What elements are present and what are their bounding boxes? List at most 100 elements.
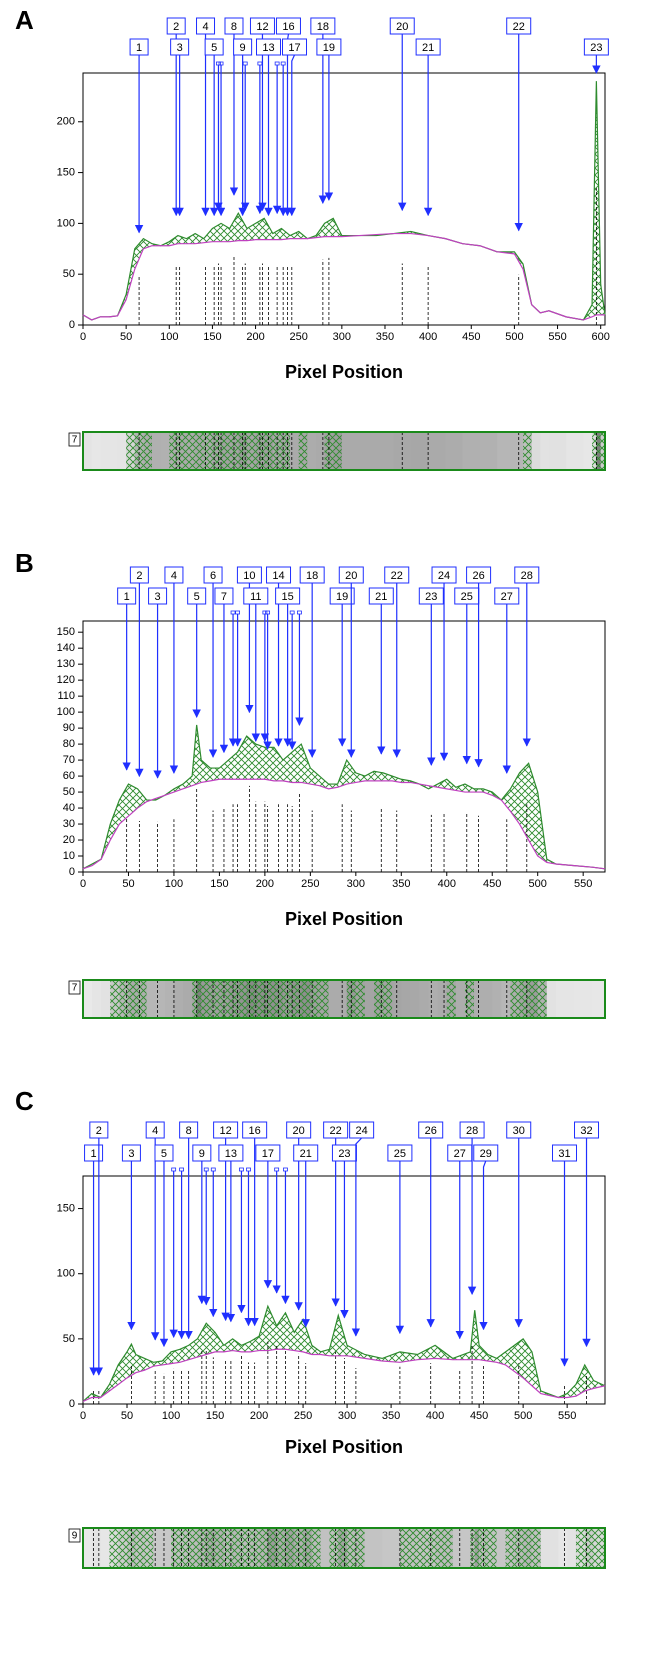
peak-label: 1 xyxy=(91,1148,97,1160)
peak-tick xyxy=(274,61,280,66)
peak-tick xyxy=(218,61,224,66)
lane-band xyxy=(83,980,93,1018)
peak-label: 25 xyxy=(394,1148,406,1160)
lane-hatch xyxy=(531,1528,541,1568)
lane-hatch xyxy=(119,980,129,1018)
lane-band xyxy=(419,980,430,1018)
lane-hatch xyxy=(128,980,138,1018)
peak-label: 30 xyxy=(513,1125,525,1137)
lane-band xyxy=(83,432,93,470)
lane-hatch xyxy=(487,1528,497,1568)
lane-hatch xyxy=(303,1528,312,1568)
lane-hatch xyxy=(169,432,178,470)
peak-label: 4 xyxy=(202,21,208,33)
lane-hatch xyxy=(246,980,256,1018)
panel-label: A xyxy=(15,5,34,35)
lane-id: 7 xyxy=(72,983,78,994)
peak-label: 15 xyxy=(281,591,293,603)
x-tick-label: 150 xyxy=(210,878,228,890)
lane-hatch xyxy=(592,432,597,470)
y-tick-label: 140 xyxy=(57,642,75,654)
lane-band xyxy=(364,980,375,1018)
x-tick-label: 200 xyxy=(246,331,264,343)
lane-hatch xyxy=(596,432,601,470)
lane-hatch xyxy=(523,432,532,470)
peak-label: 16 xyxy=(282,21,294,33)
lane-hatch xyxy=(281,432,291,470)
lane-band xyxy=(540,432,550,470)
x-tick-label: 250 xyxy=(294,1410,312,1422)
y-tick-label: 10 xyxy=(63,850,75,862)
y-tick-label: 90 xyxy=(63,722,75,734)
x-tick-label: 550 xyxy=(574,878,592,890)
x-tick-label: 100 xyxy=(160,331,178,343)
peak-label: 2 xyxy=(173,21,179,33)
x-tick-label: 400 xyxy=(438,878,456,890)
lane-hatch xyxy=(505,1528,515,1568)
lane-band xyxy=(376,432,395,470)
peak-tick xyxy=(265,610,271,615)
y-tick-label: 40 xyxy=(63,802,75,814)
peak-label: 23 xyxy=(338,1148,350,1160)
lane-hatch xyxy=(446,980,456,1018)
peak-label: 26 xyxy=(472,570,484,582)
lane-hatch xyxy=(319,980,329,1018)
peak-tick xyxy=(297,610,302,615)
lane-band xyxy=(320,1528,330,1568)
lane-band xyxy=(558,1528,568,1568)
y-tick-label: 150 xyxy=(57,1202,75,1214)
lane-frame xyxy=(82,1527,606,1569)
y-tick-label: 50 xyxy=(63,1333,75,1345)
panel-label: B xyxy=(15,548,34,578)
peak-label: 20 xyxy=(345,570,357,582)
peak-label: 19 xyxy=(323,42,335,54)
lane-hatch xyxy=(210,980,220,1018)
lane-band xyxy=(164,980,175,1018)
x-tick-label: 300 xyxy=(338,1410,356,1422)
lane-hatch xyxy=(196,980,202,1018)
peak-label: 3 xyxy=(128,1148,134,1160)
lane-hatch xyxy=(435,1528,453,1568)
peak-label: 8 xyxy=(231,21,237,33)
lane-hatch xyxy=(255,432,265,470)
peak-tick xyxy=(230,610,236,615)
lane-band xyxy=(100,1528,110,1568)
peak-label: 18 xyxy=(317,21,329,33)
x-tick-label: 150 xyxy=(203,331,221,343)
y-tick-label: 70 xyxy=(63,754,75,766)
x-tick-label: 0 xyxy=(80,331,86,343)
lane-band xyxy=(592,980,606,1018)
peak-label: 27 xyxy=(454,1148,466,1160)
peak-label: 2 xyxy=(136,570,142,582)
peak-label: 28 xyxy=(521,570,533,582)
x-tick-label: 550 xyxy=(558,1410,576,1422)
series-line xyxy=(82,232,605,321)
peak-label: 10 xyxy=(243,570,255,582)
lane-band xyxy=(492,980,502,1018)
y-tick-label: 150 xyxy=(57,626,75,638)
lane-hatch xyxy=(259,1528,268,1568)
lane-band xyxy=(462,432,481,470)
x-axis-label: Pixel Position xyxy=(285,362,403,382)
y-tick-label: 20 xyxy=(63,834,75,846)
y-tick-label: 30 xyxy=(63,818,75,830)
peak-label: 17 xyxy=(288,42,300,54)
peak-label: 24 xyxy=(356,1125,368,1137)
lane-hatch xyxy=(212,432,222,470)
lane-id-box xyxy=(68,432,81,447)
lane-hatch xyxy=(127,1528,132,1568)
x-tick-label: 350 xyxy=(376,331,394,343)
lane-hatch xyxy=(192,980,197,1018)
peak-tick xyxy=(171,1167,177,1172)
lane-hatch xyxy=(255,980,265,1018)
x-tick-label: 350 xyxy=(382,1410,400,1422)
peak-label: 25 xyxy=(461,591,473,603)
peak-label: 20 xyxy=(396,21,408,33)
peak-label: 13 xyxy=(262,42,274,54)
x-axis-label: Pixel Position xyxy=(285,1437,403,1457)
lane-band xyxy=(382,1528,401,1568)
lane-id: 7 xyxy=(72,435,78,446)
lane-hatch xyxy=(464,980,475,1018)
peak-tick xyxy=(235,610,240,615)
